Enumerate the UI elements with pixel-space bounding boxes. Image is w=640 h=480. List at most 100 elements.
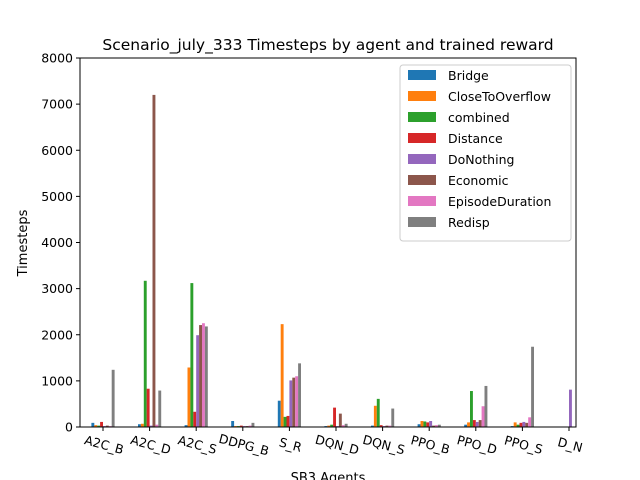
bar-Redisp-DDPG_B <box>251 422 255 427</box>
y-tick-label: 2000 <box>41 327 73 342</box>
legend-swatch-Bridge <box>408 70 436 80</box>
bar-Bridge-DQN_S <box>371 425 374 427</box>
bar-Bridge-DDPG_B <box>231 421 235 427</box>
chart-title: Scenario_july_333 Timesteps by agent and… <box>102 36 553 55</box>
legend-label-CloseToOverflow: CloseToOverflow <box>448 89 551 104</box>
bar-Distance-S_R <box>286 415 290 427</box>
legend-swatch-CloseToOverflow <box>408 91 436 101</box>
x-axis-label: SB3 Agents <box>291 471 366 480</box>
bar-Redisp-A2C_B <box>111 369 115 427</box>
bar-EpisodeDuration-DDPG_B <box>248 425 252 427</box>
bar-Economic-PPO_B <box>432 425 435 427</box>
bar-EpisodeDuration-A2C_S <box>202 323 205 427</box>
bar-Redisp-PPO_S <box>531 346 534 427</box>
bar-Redisp-DQN_D <box>344 423 348 427</box>
y-tick-label: 6000 <box>41 143 73 158</box>
bar-Bridge-A2C_D <box>138 424 141 427</box>
bar-Redisp-S_R <box>298 363 301 427</box>
bar-Distance-DQN_S <box>379 425 383 427</box>
bar-CloseToOverflow-PPO_B <box>420 421 424 427</box>
bar-Distance-DDPG_B <box>239 425 243 427</box>
bar-Redisp-PPO_B <box>437 424 441 427</box>
bar-EpisodeDuration-DQN_S <box>388 425 392 427</box>
bar-Distance-A2C_D <box>146 388 150 427</box>
legend-label-Bridge: Bridge <box>448 68 489 83</box>
bar-EpisodeDuration-PPO_S <box>528 417 532 427</box>
y-tick-label: 0 <box>65 420 73 435</box>
bar-combined-S_R <box>283 416 287 427</box>
bar-Redisp-DQN_S <box>391 408 395 427</box>
bar-EpisodeDuration-PPO_D <box>481 406 485 427</box>
bar-DoNothing-A2C_S <box>196 335 200 427</box>
bar-CloseToOverflow-A2C_S <box>187 367 191 427</box>
y-axis-label: Timesteps <box>16 209 31 277</box>
bar-combined-DQN_S <box>376 398 380 427</box>
bar-Economic-A2C_D <box>152 94 156 428</box>
bar-EpisodeDuration-A2C_D <box>155 424 159 427</box>
bar-Distance-PPO_S <box>519 422 523 427</box>
bar-Economic-A2C_B <box>105 425 109 427</box>
bar-Bridge-S_R <box>277 400 281 427</box>
bar-Economic-PPO_S <box>525 422 529 427</box>
y-tick-label: 5000 <box>41 189 73 204</box>
bar-CloseToOverflow-A2C_B <box>94 425 98 427</box>
bar-CloseToOverflow-DQN_S <box>373 405 377 427</box>
legend-swatch-Distance <box>408 133 436 143</box>
bar-DoNothing-PPO_D <box>475 421 479 427</box>
bar-Distance-PPO_D <box>472 420 476 427</box>
bar-combined-A2C_S <box>190 283 194 427</box>
legend: Bridge CloseToOverflow combined Distance DoN… <box>399 64 572 242</box>
bar-EpisodeDuration-PPO_B <box>435 425 438 427</box>
bar-Redisp-A2C_S <box>204 326 208 427</box>
bar-combined-DQN_D <box>330 424 334 427</box>
bar-combined-PPO_S <box>516 424 520 427</box>
y-tick-label: 7000 <box>41 97 73 112</box>
bar-DoNothing-S_R <box>289 380 293 427</box>
x-tick-label: S_R <box>278 434 304 454</box>
bar-DoNothing-A2C_D <box>149 425 153 427</box>
bar-combined-A2C_B <box>97 425 101 427</box>
bar-EpisodeDuration-DQN_D <box>341 425 345 427</box>
bar-Bridge-A2C_S <box>184 425 188 427</box>
bar-Economic-S_R <box>292 377 296 427</box>
legend-swatch-combined <box>408 112 436 122</box>
legend-swatch-Economic <box>408 175 436 185</box>
bar-Economic-A2C_S <box>199 325 202 427</box>
legend-swatch-Redisp <box>408 217 436 227</box>
bar-combined-PPO_B <box>423 421 427 427</box>
bar-Economic-DQN_D <box>338 413 342 427</box>
y-tick-label: 8000 <box>41 51 73 66</box>
bar-DoNothing-D_N <box>569 389 572 427</box>
bar-CloseToOverflow-PPO_S <box>513 422 517 427</box>
x-tick-label: D_N <box>556 434 584 455</box>
bar-Redisp-A2C_D <box>158 390 162 427</box>
legend-label-EpisodeDuration: EpisodeDuration <box>448 194 551 209</box>
legend-swatch-DoNothing <box>408 154 436 164</box>
bar-CloseToOverflow-PPO_D <box>467 422 470 427</box>
bar-DoNothing-PPO_S <box>522 421 526 427</box>
bar-CloseToOverflow-S_R <box>280 324 284 427</box>
plot-frame <box>79 57 577 428</box>
legend-label-DoNothing: DoNothing <box>448 152 514 167</box>
bar-Economic-PPO_D <box>478 420 482 427</box>
legend-swatch-EpisodeDuration <box>408 196 436 206</box>
bar-Bridge-A2C_B <box>91 422 95 427</box>
bar-combined-PPO_D <box>470 391 473 427</box>
bar-CloseToOverflow-DQN_D <box>327 425 331 427</box>
legend-label-Distance: Distance <box>448 131 503 146</box>
bar-combined-A2C_D <box>143 280 147 427</box>
legend-box <box>399 64 572 242</box>
bar-Distance-PPO_B <box>426 422 430 427</box>
legend-label-Redisp: Redisp <box>448 215 490 230</box>
bar-Distance-DQN_D <box>333 407 336 427</box>
bar-EpisodeDuration-S_R <box>295 376 299 427</box>
y-axis: 0 1000 2000 3000 4000 5000 6000 7000 8000 <box>41 51 80 435</box>
y-tick-label: 3000 <box>41 281 73 296</box>
bar-CloseToOverflow-A2C_D <box>140 423 144 427</box>
y-tick-label: 1000 <box>41 373 73 388</box>
bar-Bridge-PPO_D <box>464 424 468 427</box>
y-tick-label: 4000 <box>41 235 73 250</box>
bars-group <box>91 94 572 428</box>
legend-label-combined: combined <box>448 110 510 125</box>
